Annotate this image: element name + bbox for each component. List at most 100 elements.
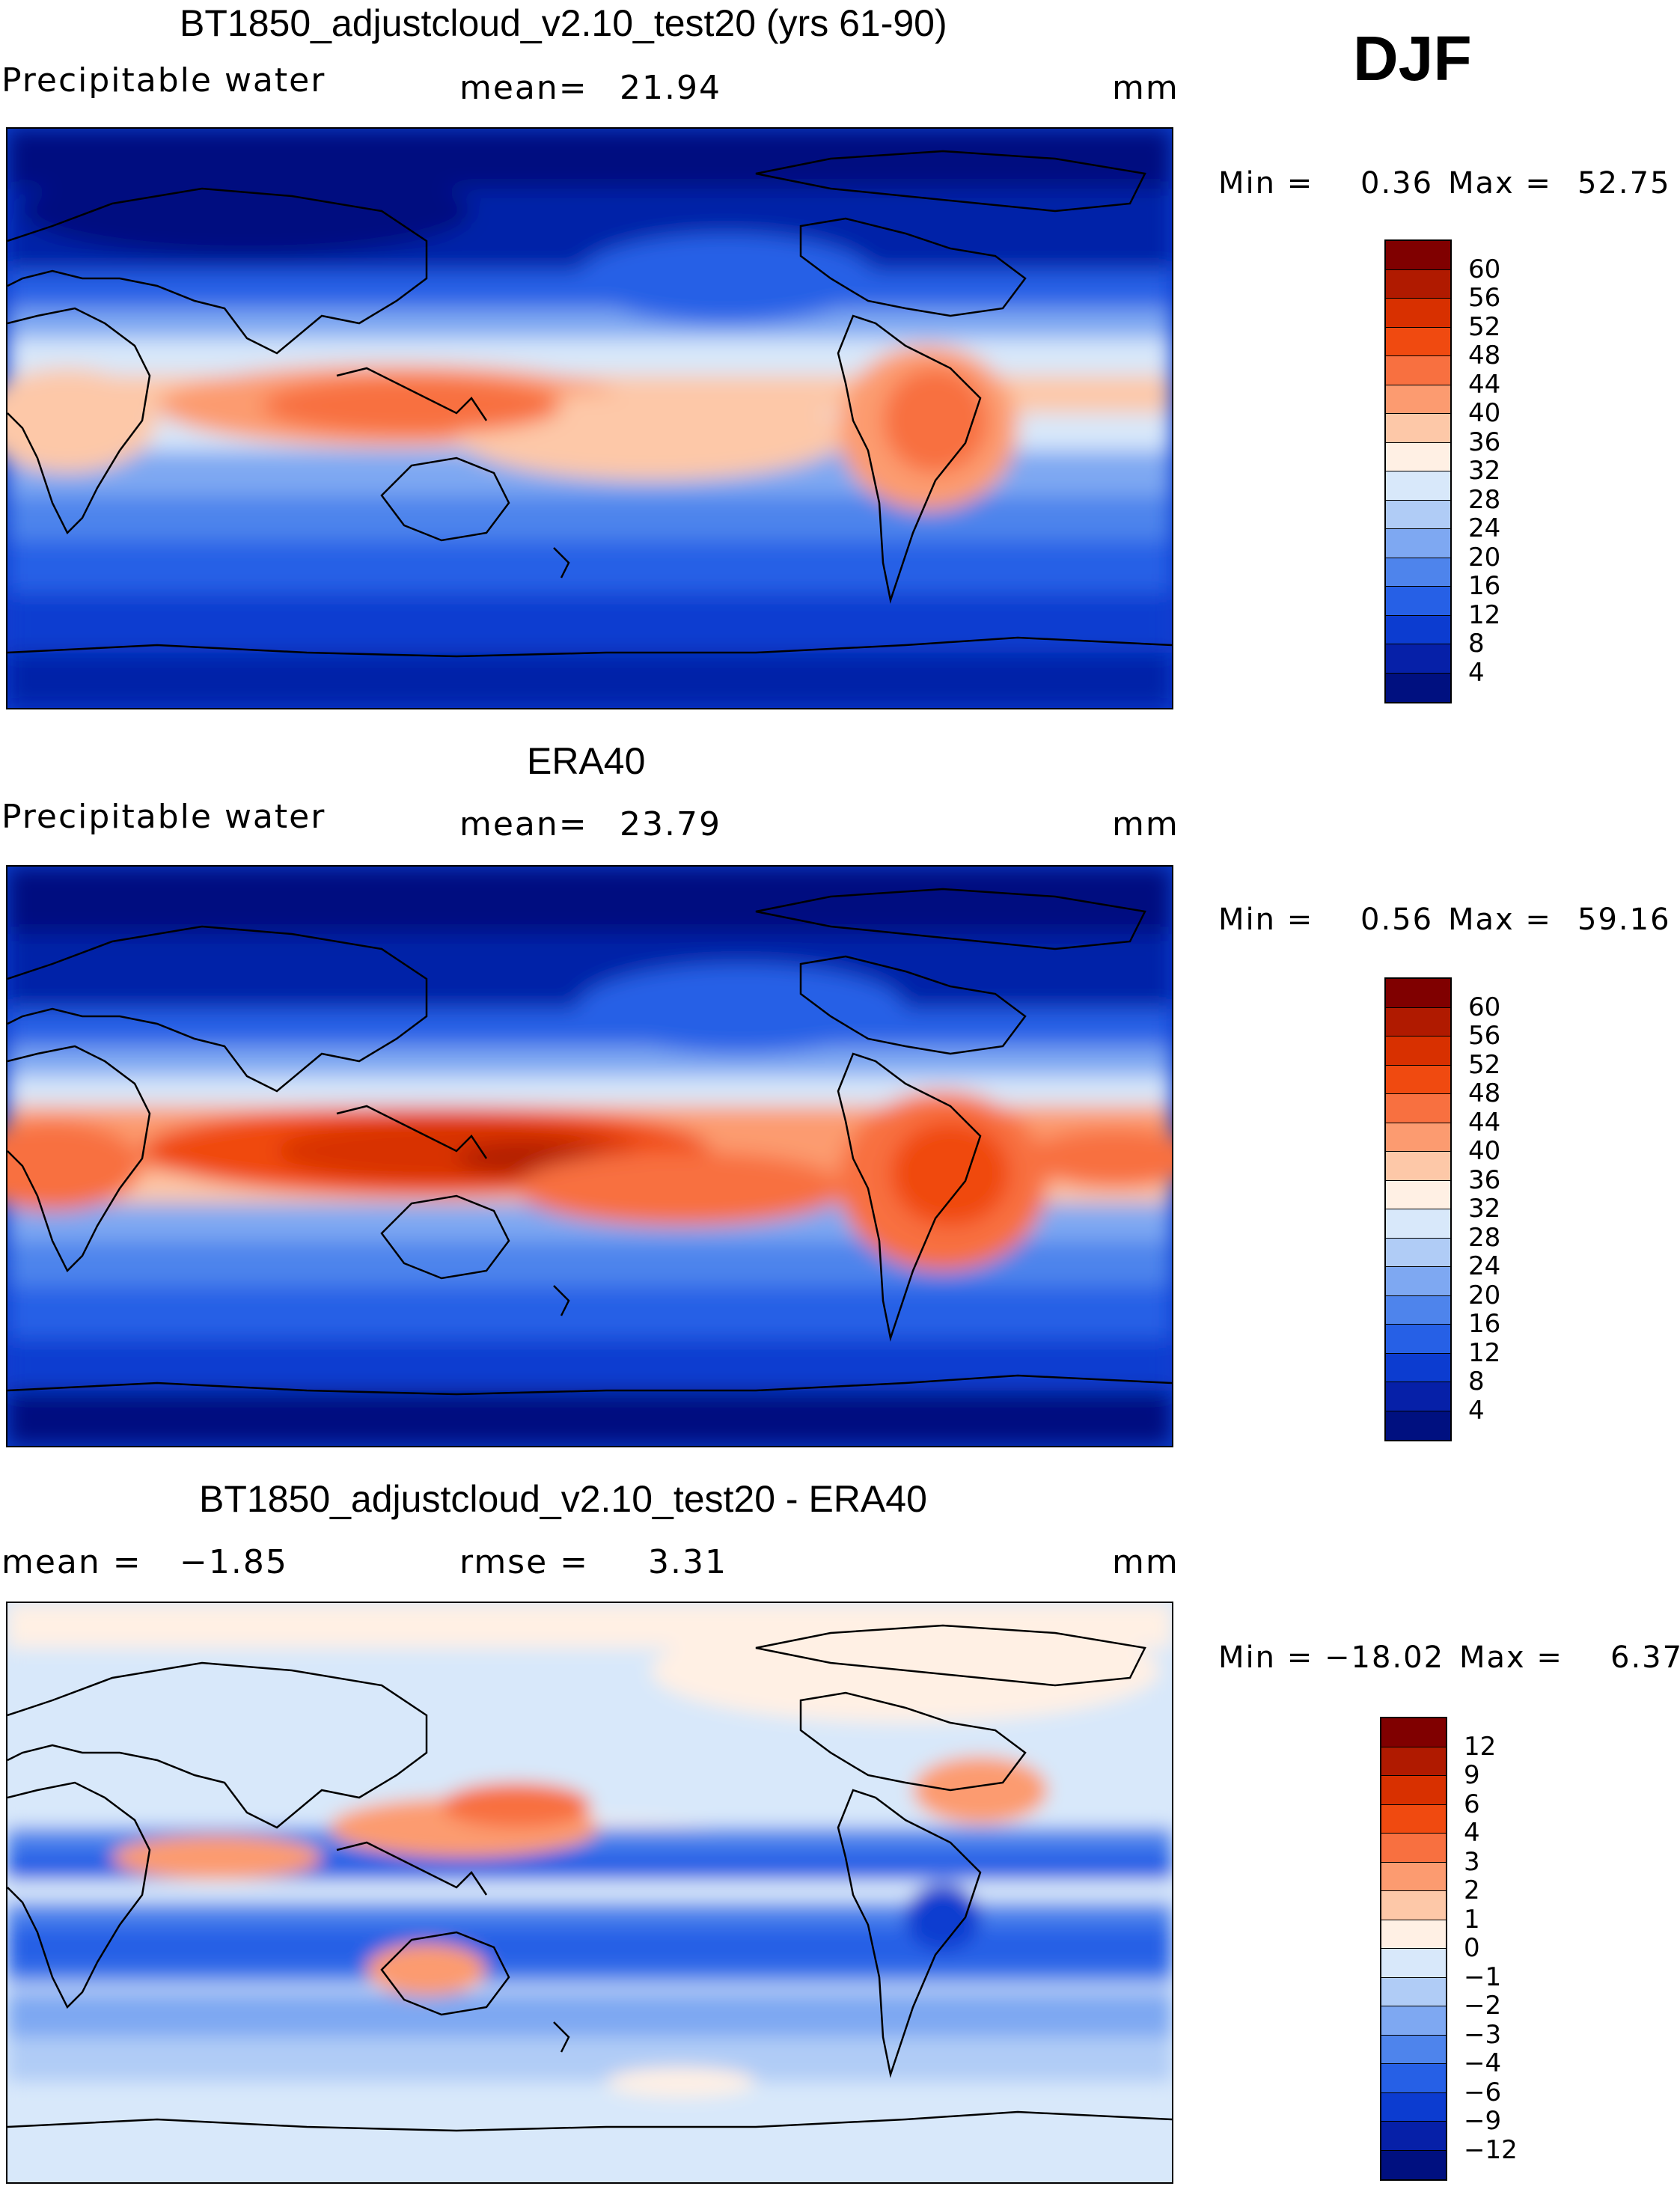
colorbar-tick-label: −3 (1464, 2019, 1502, 2050)
colorbar-swatch (1381, 1862, 1446, 1891)
colorbar-swatch (1381, 1718, 1446, 1747)
colorbar-swatch (1386, 385, 1450, 414)
colorbar-tick-label: −6 (1464, 2077, 1502, 2107)
colorbar-tick-label: 44 (1468, 1107, 1501, 1138)
panel3-coastlines (7, 1624, 1172, 2132)
panel2-title: ERA40 (527, 740, 646, 782)
colorbar-tick-label: 16 (1468, 571, 1501, 601)
colorbar-swatch (1381, 1747, 1446, 1776)
colorbar-tick-label: 3 (1464, 1846, 1480, 1877)
colorbar-swatch (1381, 2150, 1446, 2179)
colorbar-swatch (1381, 1891, 1446, 1920)
colorbar-swatch (1386, 1037, 1450, 1066)
colorbar-tick-label: −4 (1464, 2048, 1502, 2078)
colorbar-tick-label: 60 (1468, 254, 1501, 284)
colorbar-tick-label: 44 (1468, 369, 1501, 400)
panel2-max-value: 59.16 (1577, 903, 1671, 937)
panel3-map (6, 1602, 1173, 2184)
colorbar-tick-label: 4 (1464, 1818, 1480, 1848)
colorbar-swatch (1386, 500, 1450, 529)
colorbar-tick-label: 6 (1464, 1789, 1480, 1819)
panel1-min-label: Min = (1218, 166, 1314, 201)
panel1-mean-label: mean= (459, 69, 588, 107)
colorbar-swatch (1381, 2122, 1446, 2151)
colorbar-swatch (1386, 299, 1450, 328)
colorbar-tick-label: −1 (1464, 1961, 1502, 1992)
panel2-units: mm (1112, 805, 1179, 843)
panel2-colorbar: 60 56 52 48 44 40 36 32 28 24 20 16 12 8 4 (1384, 977, 1534, 1441)
colorbar-swatch (1381, 2006, 1446, 2036)
colorbar-swatch (1386, 1353, 1450, 1382)
panel3-min-label: Min = (1218, 1640, 1314, 1675)
colorbar-tick-label: 20 (1468, 1280, 1501, 1310)
panel2-max-label: Max = (1448, 903, 1552, 937)
colorbar-swatch (1381, 1949, 1446, 1978)
colorbar-swatch (1386, 1007, 1450, 1037)
colorbar-tick-label: 56 (1468, 1021, 1501, 1051)
panel1-units: mm (1112, 69, 1179, 107)
colorbar-tick-label: 9 (1464, 1760, 1480, 1790)
panel3-title: BT1850_adjustcloud_v2.10_test20 - ERA40 (199, 1478, 927, 1520)
panel2-map (6, 865, 1173, 1447)
panel1-max-label: Max = (1448, 166, 1552, 201)
colorbar-swatch (1386, 1382, 1450, 1411)
colorbar-swatch (1381, 1834, 1446, 1863)
panel2-mean-value: 23.79 (620, 805, 721, 843)
colorbar-tick-label: 40 (1468, 398, 1501, 428)
colorbar-tick-label: 28 (1468, 1222, 1501, 1253)
colorbar-tick-label: 12 (1468, 1337, 1501, 1368)
panel3-field (7, 1603, 1172, 2182)
colorbar-swatch (1386, 673, 1450, 702)
panel3-rmse-value: 3.31 (648, 1543, 727, 1581)
panel1-mean-value: 21.94 (620, 69, 721, 107)
colorbar-swatch (1381, 2064, 1446, 2093)
panel3-min-value: −18.02 (1325, 1640, 1445, 1675)
colorbar-swatch (1381, 1776, 1446, 1805)
colorbar-swatch (1386, 644, 1450, 674)
panel1-field (7, 129, 1172, 708)
colorbar-tick-label: 60 (1468, 992, 1501, 1022)
colorbar-tick-label: 48 (1468, 341, 1501, 370)
colorbar-tick-label: 8 (1468, 629, 1485, 659)
colorbar-swatch (1381, 1977, 1446, 2006)
panel2-min-value: 0.56 (1360, 903, 1434, 937)
colorbar-tick-label: 28 (1468, 484, 1501, 515)
colorbar-swatch (1381, 2092, 1446, 2122)
panel3-units: mm (1112, 1543, 1179, 1581)
colorbar-swatch (1386, 1065, 1450, 1094)
panel1-title: BT1850_adjustcloud_v2.10_test20 (yrs 61-… (180, 2, 947, 44)
colorbar-tick-label: 36 (1468, 427, 1501, 457)
colorbar-tick-label: 12 (1468, 599, 1501, 630)
panel3-max-label: Max = (1459, 1640, 1563, 1675)
panel2-field (7, 867, 1172, 1446)
colorbar-tick-label: 32 (1468, 1194, 1501, 1224)
colorbar-tick-label: 48 (1468, 1078, 1501, 1108)
colorbar-tick-label: −2 (1464, 1991, 1502, 2021)
colorbar-tick-label: 4 (1468, 1395, 1485, 1426)
colorbar-swatch (1386, 1267, 1450, 1296)
colorbar-swatch (1386, 615, 1450, 644)
panel2-mean-label: mean= (459, 805, 588, 843)
panel1-max-value: 52.75 (1577, 166, 1671, 201)
colorbar-swatch (1381, 1804, 1446, 1834)
colorbar-swatch (1386, 587, 1450, 616)
panel1-colorbar: 60 56 52 48 44 40 36 32 28 24 20 16 12 8 4 (1384, 239, 1534, 703)
colorbar-tick-label: 24 (1468, 1251, 1501, 1281)
colorbar-swatch (1386, 558, 1450, 587)
colorbar-swatch (1386, 414, 1450, 443)
colorbar-swatch (1386, 1325, 1450, 1354)
panel3-colorbar: 12 9 6 4 3 2 1 0 −1 −2 −3 −4 −6 −9 −12 (1380, 1717, 1530, 2181)
panel2-variable: Precipitable water (1, 798, 326, 836)
colorbar-tick-label: 0 (1464, 1933, 1480, 1963)
colorbar-tick-label: 2 (1464, 1875, 1480, 1905)
panel1-map (6, 127, 1173, 709)
panel2-coastlines (7, 888, 1172, 1396)
colorbar-swatch (1386, 1152, 1450, 1181)
panel1-min-value: 0.36 (1360, 166, 1434, 201)
panel3-rmse-label: rmse = (459, 1543, 590, 1581)
colorbar-tick-label: 16 (1468, 1309, 1501, 1339)
colorbar-tick-label: 32 (1468, 456, 1501, 486)
panel3-colorbar-swatches (1380, 1717, 1447, 2181)
colorbar-tick-label: 8 (1468, 1367, 1485, 1396)
colorbar-tick-label: 52 (1468, 311, 1501, 342)
